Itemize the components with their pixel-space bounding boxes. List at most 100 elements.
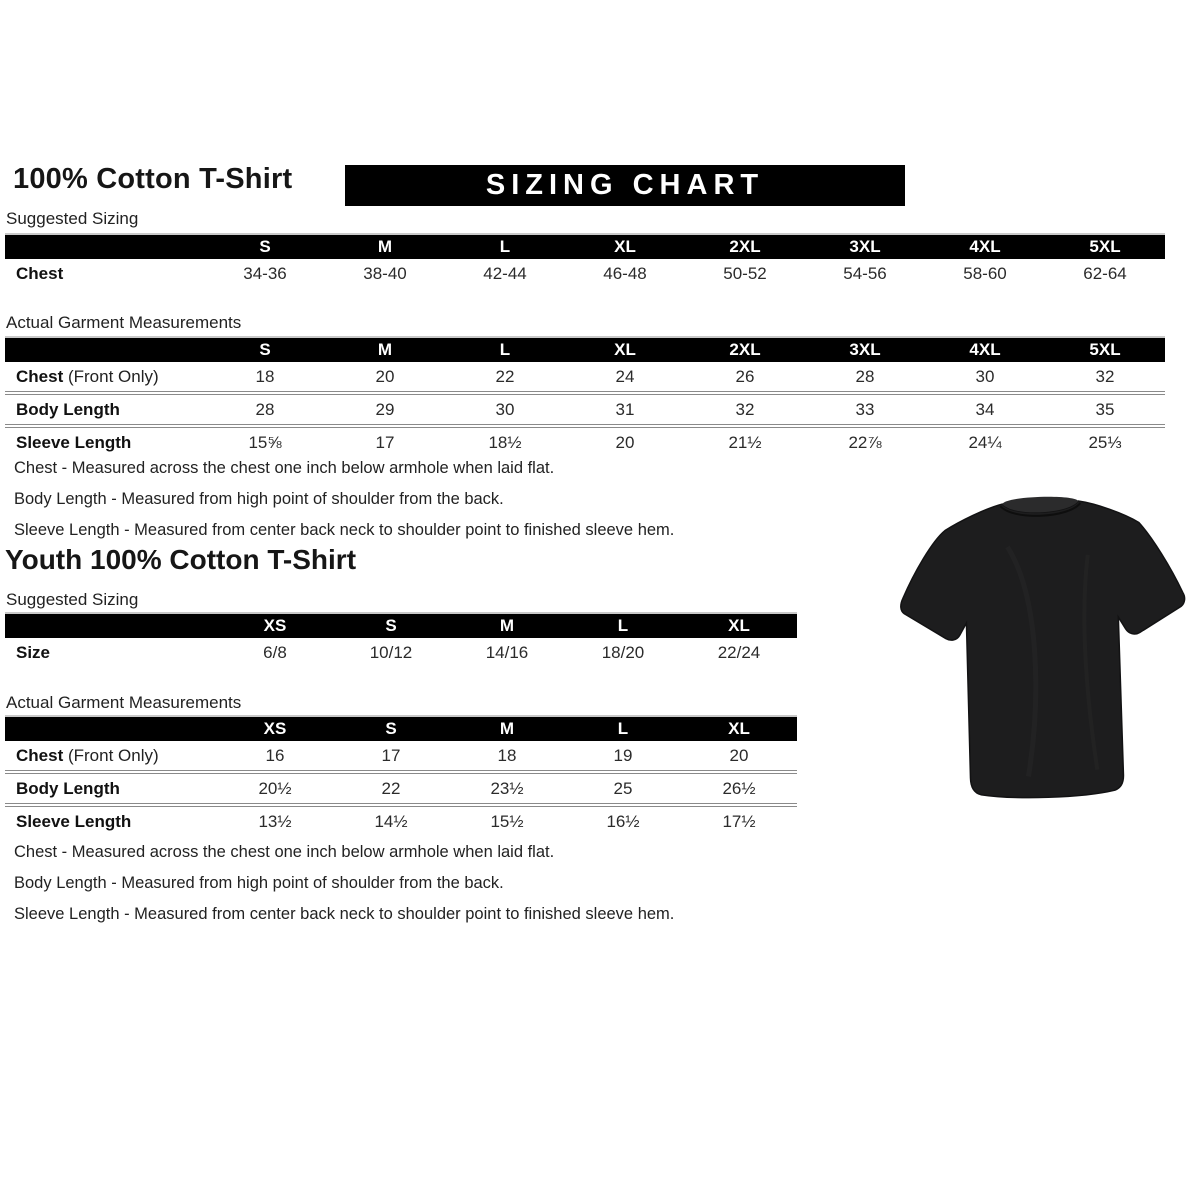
size-column-header: L	[445, 337, 565, 362]
size-column-header: M	[325, 337, 445, 362]
row-label: Size	[16, 642, 51, 662]
measurement-value: 30	[445, 391, 565, 426]
measurement-value: 24¼	[925, 424, 1045, 457]
youth-measurement-notes: Chest - Measured across the chest one in…	[14, 837, 674, 930]
measurement-value: 16½	[565, 803, 681, 836]
size-column-header: 5XL	[1045, 234, 1165, 259]
measurement-value: 13½	[217, 803, 333, 836]
size-column-header: XS	[217, 613, 333, 638]
row-label-column-spacer	[5, 716, 217, 741]
row-label-column-spacer	[5, 337, 205, 362]
measurement-value: 26½	[681, 770, 797, 805]
measurement-row: Chest (Front Only) 18 20 22 24 26 28 30 32	[5, 362, 1165, 393]
measurement-value: 42-44	[483, 263, 527, 283]
measurement-row: Sleeve Length 15⅝ 17 18½ 20 21½ 22⅞ 24¼ 25⅓	[5, 424, 1165, 457]
measurement-value: 20½	[217, 770, 333, 805]
adult-actual-measurements-label: Actual Garment Measurements	[6, 313, 242, 332]
sizing-chart-banner: SIZING CHART	[345, 165, 905, 206]
measurement-value: 15⅝	[205, 424, 325, 457]
row-label: Body Length	[5, 770, 217, 805]
size-column-header: S	[205, 234, 325, 259]
measurement-value: 17	[325, 424, 445, 457]
measurement-value: 30	[975, 366, 995, 386]
measurement-value: 14/16	[485, 642, 529, 662]
measurement-value: 34-36	[243, 263, 287, 283]
measurement-value: 22	[495, 366, 515, 386]
measurement-value: 46-48	[603, 263, 647, 283]
sleeve-length-note: Sleeve Length - Measured from center bac…	[14, 521, 675, 539]
measurement-row: Chest (Front Only) 16 17 18 19 20	[5, 741, 797, 772]
youth-section-title: Youth 100% Cotton T-Shirt	[5, 544, 357, 575]
measurement-value: 14½	[333, 803, 449, 836]
measurement-value: 62-64	[1083, 263, 1127, 283]
measurement-value: 33	[805, 391, 925, 426]
measurement-value: 18	[497, 745, 517, 765]
size-column-header: XL	[565, 337, 685, 362]
adult-measurement-notes: Chest - Measured across the chest one in…	[14, 453, 674, 546]
measurement-value: 25	[565, 770, 681, 805]
size-header-row: S M L XL 2XL 3XL 4XL 5XL	[5, 234, 1165, 259]
measurement-value: 38-40	[363, 263, 407, 283]
tshirt-fold-highlight	[1005, 545, 1039, 777]
size-column-header: M	[449, 613, 565, 638]
row-label-column-spacer	[5, 234, 205, 259]
size-column-header: XL	[681, 716, 797, 741]
measurement-value: 18/20	[601, 642, 645, 662]
size-column-header: 3XL	[805, 234, 925, 259]
size-column-header: 4XL	[925, 337, 1045, 362]
row-label: Chest (Front Only)	[16, 366, 159, 386]
row-label-column-spacer	[5, 613, 217, 638]
measurement-value: 28	[855, 366, 875, 386]
measurement-value: 32	[1095, 366, 1115, 386]
size-column-header: 2XL	[685, 337, 805, 362]
size-column-header: 3XL	[805, 337, 925, 362]
measurement-value: 31	[565, 391, 685, 426]
tshirt-collar-seam	[999, 502, 1082, 517]
row-label: Sleeve Length	[5, 424, 205, 457]
measurement-value: 22/24	[717, 642, 761, 662]
measurement-value: 20	[375, 366, 395, 386]
measurement-value: 20	[729, 745, 749, 765]
measurement-value: 23½	[449, 770, 565, 805]
measurement-value: 25⅓	[1045, 424, 1165, 457]
tshirt-collar	[1002, 496, 1079, 513]
row-label: Sleeve Length	[5, 803, 217, 836]
size-column-header: L	[445, 234, 565, 259]
size-column-header: S	[333, 613, 449, 638]
size-column-header: M	[449, 716, 565, 741]
measurement-value: 26	[735, 366, 755, 386]
adult-actual-measurements-table: S M L XL 2XL 3XL 4XL 5XL Chest (Front Only) 18 20…	[5, 336, 1165, 457]
measurement-value: 19	[613, 745, 633, 765]
size-column-header: XL	[681, 613, 797, 638]
row-label: Body Length	[5, 391, 205, 426]
size-header-row: S M L XL 2XL 3XL 4XL 5XL	[5, 337, 1165, 362]
measurement-row: Body Length 28 29 30 31 32 33 34 35	[5, 391, 1165, 426]
youth-actual-measurements-label: Actual Garment Measurements	[6, 693, 242, 712]
measurement-value: 32	[685, 391, 805, 426]
size-column-header: 2XL	[685, 234, 805, 259]
youth-suggested-sizing-table: XS S M L XL Size 6/8 10/12 14/16 18/20 22/24	[5, 612, 797, 667]
measurement-value: 15½	[449, 803, 565, 836]
youth-suggested-sizing-label: Suggested Sizing	[6, 590, 139, 609]
measurement-value: 22⅞	[805, 424, 925, 457]
measurement-value: 28	[205, 391, 325, 426]
measurement-value: 6/8	[263, 642, 287, 662]
size-column-header: S	[333, 716, 449, 741]
measurement-value: 35	[1045, 391, 1165, 426]
measurement-row: Size 6/8 10/12 14/16 18/20 22/24	[5, 638, 797, 667]
size-column-header: 5XL	[1045, 337, 1165, 362]
measurement-value: 34	[925, 391, 1045, 426]
size-column-header: XL	[565, 234, 685, 259]
tshirt-image	[900, 496, 1186, 799]
body-length-note: Body Length - Measured from high point o…	[14, 490, 504, 508]
size-column-header: 4XL	[925, 234, 1045, 259]
body-length-note: Body Length - Measured from high point o…	[14, 874, 504, 892]
size-header-row: XS S M L XL	[5, 716, 797, 741]
measurement-value: 54-56	[843, 263, 887, 283]
size-column-header: S	[205, 337, 325, 362]
measurement-value: 16	[265, 745, 285, 765]
adult-suggested-sizing-label: Suggested Sizing	[6, 209, 139, 228]
measurement-value: 18½	[445, 424, 565, 457]
size-column-header: M	[325, 234, 445, 259]
size-column-header: L	[565, 613, 681, 638]
